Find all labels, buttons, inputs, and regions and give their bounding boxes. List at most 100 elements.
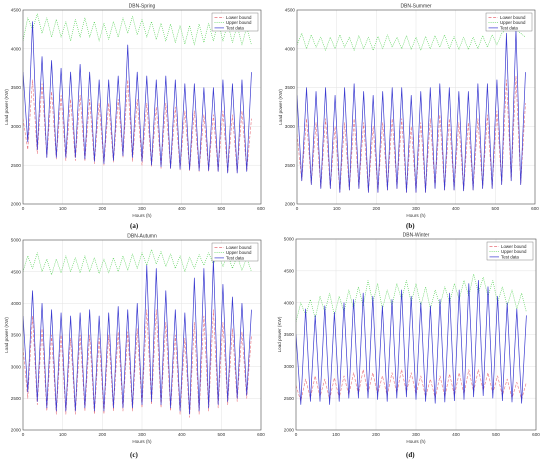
y-tick-label: 4000 (284, 300, 295, 305)
x-axis-label: Hours (h) (132, 439, 152, 444)
y-tick-label: 4500 (285, 8, 296, 13)
axes-frame (22, 239, 262, 431)
series-line-upper-bound (23, 13, 252, 46)
y-axis-label: Load power (KW) (4, 89, 9, 125)
legend-entry: Upper bound (501, 249, 527, 254)
series-line-lower-bound (297, 75, 526, 193)
y-tick-label: 3500 (11, 85, 22, 90)
y-axis-label: Load power (KW) (4, 317, 9, 353)
series-line-test-data (297, 29, 526, 193)
chart-svg-a: 0 100 200 300 400 500 600 2000 2500 3000 3500 4000 4… (4, 4, 265, 219)
y-tick-label: 3500 (284, 332, 295, 337)
y-tick-label: 2000 (11, 202, 22, 207)
legend-entry: Test data (226, 25, 244, 30)
x-tick-label: 200 (98, 206, 106, 211)
legend-box (211, 12, 259, 32)
x-tick-label: 400 (178, 432, 186, 437)
chart-panel-d: 0 100 200 300 400 500 600 2000 2500 3000 3500 4000 4… (275, 232, 550, 461)
x-tick-label: 300 (412, 432, 420, 437)
y-tick-label: 3000 (11, 364, 22, 369)
legend-entry: Upper bound (226, 20, 252, 25)
x-tick-label: 600 (532, 432, 540, 437)
legend-entry: Test data (226, 255, 244, 260)
x-tick-label: 400 (452, 432, 460, 437)
x-tick-label: 400 (178, 206, 186, 211)
legend-entry: Upper bound (226, 250, 252, 255)
chart-title: DBN-Autumn (127, 234, 157, 240)
x-tick-label: 0 (22, 206, 25, 211)
y-tick-label: 2500 (11, 163, 22, 168)
chart-svg-c: 0 100 200 300 400 500 600 2000 2500 3000 3500 4000 4… (4, 234, 265, 445)
legend-box (211, 242, 259, 262)
chart-svg-d: 0 100 200 300 400 500 600 2000 2500 3000 3500 4000 4… (277, 233, 540, 445)
y-tick-label: 3000 (285, 124, 296, 129)
y-tick-label: 2500 (285, 163, 296, 168)
x-tick-label: 100 (59, 206, 67, 211)
chart-panel-b: 0 100 200 300 400 500 600 2000 2500 3000 3500 4000 4… (275, 0, 550, 232)
x-tick-label: 100 (332, 432, 340, 437)
axes-frame (22, 9, 262, 205)
x-tick-label: 500 (217, 432, 225, 437)
x-tick-label: 300 (138, 432, 146, 437)
panel-label-c: (c) (130, 451, 138, 459)
x-tick-label: 200 (372, 432, 380, 437)
y-tick-label: 2500 (11, 396, 22, 401)
x-axis-label: Hours (h) (406, 213, 426, 218)
series-line-lower-bound (296, 369, 527, 402)
legend-entry: Test data (501, 254, 519, 259)
chart-panel-a: 0 100 200 300 400 500 600 2000 2500 3000 3500 4000 4… (0, 0, 275, 232)
x-axis-label: Hours (h) (406, 439, 426, 444)
x-tick-label: 0 (296, 206, 299, 211)
y-tick-label: 2000 (11, 428, 22, 433)
series-line-test-data (296, 280, 527, 405)
panel-label-a: (a) (130, 222, 139, 230)
panel-label-d: (d) (406, 451, 415, 459)
legend-box (485, 12, 533, 32)
x-tick-label: 400 (452, 206, 460, 211)
legend-entry: Test data (500, 25, 518, 30)
y-tick-label: 3000 (284, 364, 295, 369)
y-axis-label: Load power (KW) (277, 316, 282, 352)
x-axis-label: Hours (h) (132, 213, 152, 218)
series-line-lower-bound (23, 79, 252, 174)
y-tick-label: 4500 (11, 8, 22, 13)
y-tick-label: 2000 (285, 202, 296, 207)
chart-panel-c: 0 100 200 300 400 500 600 2000 2500 3000 3500 4000 4… (0, 232, 275, 461)
panel-label-b: (b) (406, 222, 415, 230)
legend-entry: Lower bound (501, 244, 527, 249)
chart-title: DBN-Summer (400, 4, 431, 10)
series-line-lower-bound (23, 309, 252, 418)
axes-frame (296, 9, 536, 205)
y-tick-label: 4500 (284, 268, 295, 273)
x-tick-label: 600 (257, 206, 265, 211)
x-tick-label: 100 (59, 432, 67, 437)
series-line-test-data (23, 21, 252, 174)
x-tick-label: 300 (412, 206, 420, 211)
x-tick-label: 500 (491, 206, 499, 211)
legend-entry: Lower bound (226, 15, 252, 20)
chart-title: DBN-Spring (129, 4, 156, 10)
x-tick-label: 0 (22, 432, 25, 437)
legend-entry: Upper bound (500, 20, 526, 25)
axes-frame (295, 238, 537, 431)
y-tick-label: 3500 (11, 333, 22, 338)
y-tick-label: 2500 (284, 396, 295, 401)
y-tick-label: 4000 (285, 46, 296, 51)
legend-box (486, 241, 534, 261)
y-tick-label: 4000 (11, 46, 22, 51)
x-tick-label: 200 (98, 432, 106, 437)
legend-entry: Lower bound (226, 245, 252, 250)
x-tick-label: 300 (138, 206, 146, 211)
x-tick-label: 600 (531, 206, 539, 211)
x-tick-label: 200 (372, 206, 380, 211)
y-axis-label: Load power (KW) (278, 89, 283, 125)
y-tick-label: 3000 (11, 124, 22, 129)
chart-svg-b: 0 100 200 300 400 500 600 2000 2500 3000 3500 4000 4… (278, 4, 539, 219)
y-tick-label: 5000 (11, 238, 22, 243)
x-tick-label: 0 (295, 432, 298, 437)
y-tick-label: 4000 (11, 301, 22, 306)
x-tick-label: 100 (333, 206, 341, 211)
y-tick-label: 4500 (11, 269, 22, 274)
chart-title: DBN-Winter (403, 233, 430, 239)
x-tick-label: 500 (217, 206, 225, 211)
